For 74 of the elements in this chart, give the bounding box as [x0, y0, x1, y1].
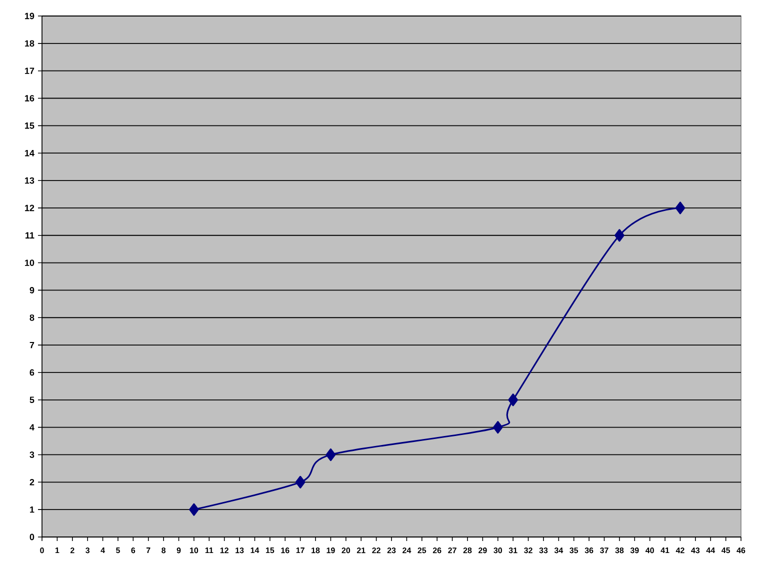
x-tick-label: 28: [463, 548, 472, 554]
x-tick-label: 44: [706, 548, 716, 554]
x-tick-label: 20: [342, 548, 350, 554]
x-tick-label: 18: [312, 548, 320, 554]
y-tick-label: 1: [30, 506, 34, 513]
y-tick-label: 3: [30, 452, 34, 458]
x-tick-label: 38: [615, 548, 624, 554]
x-tick-label: 6: [131, 548, 136, 554]
y-tick-label: 17: [25, 68, 34, 74]
y-tick-label: 9: [30, 287, 34, 294]
y-tick-label: 15: [25, 122, 34, 129]
point: [326, 448, 336, 462]
y-tick-label: 5: [30, 396, 34, 404]
x-tick-label: 33: [539, 548, 548, 554]
x-tick-label: 46: [736, 548, 746, 554]
x-tick-label: 37: [600, 548, 608, 554]
x-tick-label: 11: [205, 548, 214, 554]
point: [492, 421, 503, 434]
x-tick-label: 3: [86, 548, 90, 554]
x-tick-label: 42: [676, 548, 684, 554]
y-tick-label: 19: [25, 12, 34, 20]
y-tick-label: 12: [25, 204, 34, 212]
x-tick-label: 36: [584, 548, 594, 554]
y-tick-label: 13: [25, 177, 34, 184]
x-tick-label: 43: [691, 548, 700, 554]
x-tick-label: 29: [478, 548, 487, 554]
x-tick-label: 1: [55, 548, 60, 554]
x-tick-label: 30: [494, 548, 502, 554]
x-tick-label: 41: [660, 548, 670, 554]
x-tick-label: 26: [432, 548, 442, 554]
x-tick-label: 19: [326, 548, 335, 554]
x-tick-label: 40: [646, 548, 654, 554]
x-tick-label: 2: [70, 548, 74, 554]
point: [508, 394, 518, 406]
y-tick-label: 16: [25, 95, 34, 102]
x-tick-label: 14: [250, 548, 260, 554]
y-tick-label: 18: [25, 40, 34, 47]
x-tick-label: 7: [146, 548, 150, 554]
y-tick-label: 8: [30, 314, 34, 321]
x-tick-label: 34: [554, 548, 564, 554]
x-tick-label: 5: [116, 548, 120, 554]
x-tick-label: 45: [721, 548, 730, 554]
y-tick-label: 4: [30, 424, 34, 430]
y-tick-label: 11: [26, 232, 34, 238]
x-tick-label: 17: [296, 548, 304, 554]
x-tick-label: 13: [236, 548, 244, 554]
x-tick-label: 15: [266, 548, 274, 554]
y-tick-label: 2: [30, 479, 34, 486]
x-tick-label: 9: [176, 548, 181, 554]
x-tick-label: 24: [402, 548, 412, 554]
x-tick-label: 39: [630, 548, 639, 554]
y-tick-label: 14: [25, 150, 34, 156]
x-tick-label: 27: [448, 548, 456, 554]
x-tick-label: 16: [281, 548, 290, 554]
x-tick-label: 32: [524, 548, 532, 554]
point: [189, 503, 199, 516]
x-tick-label: 25: [418, 548, 426, 554]
x-tick-label: 12: [220, 548, 228, 554]
point: [614, 229, 624, 242]
y-tick-label: 0: [30, 534, 34, 540]
point: [295, 476, 306, 488]
y-tick-label: 6: [30, 369, 34, 376]
x-tick-label: 21: [356, 548, 366, 554]
x-tick-label: 35: [570, 548, 578, 554]
x-tick-label: 8: [162, 548, 166, 554]
x-tick-label: 4: [100, 548, 105, 554]
x-tick-label: 0: [40, 548, 44, 554]
point: [675, 202, 686, 214]
y-tick-label: 10: [25, 260, 34, 266]
x-tick-label: 10: [190, 548, 198, 554]
x-tick-label: 31: [508, 548, 518, 554]
x-tick-label: 23: [387, 548, 396, 554]
x-tick-label: 22: [372, 548, 380, 554]
y-tick-label: 7: [30, 342, 34, 348]
